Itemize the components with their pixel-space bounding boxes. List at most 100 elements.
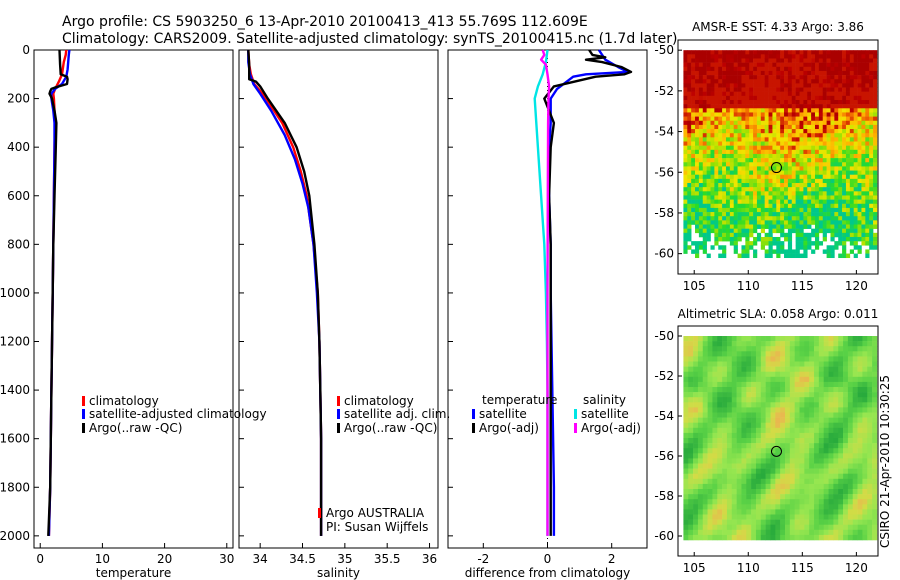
- sla-map-cell: [751, 458, 757, 464]
- sst-map-cell: [807, 112, 812, 117]
- sst-map-cell: [865, 212, 870, 217]
- sst-map-cell: [764, 104, 769, 109]
- sla-map-cell: [751, 366, 757, 372]
- sst-map-cell: [791, 133, 796, 138]
- sst-map-cell: [865, 203, 870, 209]
- sst-map-cell: [706, 124, 711, 130]
- sst-map-cell: [760, 133, 765, 138]
- sla-map-cell: [857, 524, 863, 531]
- sst-map-cell: [702, 166, 707, 171]
- sst-map-cell: [698, 99, 704, 105]
- sst-map-cell: [861, 116, 866, 122]
- sla-map-cell: [722, 351, 728, 357]
- sst-map-cell: [760, 62, 765, 68]
- sst-map-cell: [873, 141, 878, 146]
- sla-map-cell: [717, 336, 723, 342]
- sst-map-cell: [780, 99, 785, 105]
- sla-map-cell: [693, 438, 699, 444]
- sla-map-cell: [775, 438, 781, 444]
- sst-map-cell: [865, 232, 870, 238]
- sla-map-cell: [785, 392, 791, 398]
- sst-map-cell: [698, 133, 704, 138]
- sla-map-cell: [683, 341, 689, 347]
- sst-map-cell: [702, 216, 707, 221]
- sla-map-cell: [852, 534, 858, 541]
- sst-map-cell: [764, 236, 769, 242]
- salinity-legend-satellite-swatch: [337, 409, 340, 419]
- sst-map-cell: [861, 236, 866, 242]
- sst-map-cell: [776, 112, 781, 117]
- sst-map-cell: [729, 183, 735, 188]
- temperature-legend-argo-label: Argo(..raw -QC): [89, 421, 182, 435]
- sst-map-cell: [706, 162, 711, 167]
- sla-map-cell: [862, 463, 868, 469]
- sst-map-cell: [776, 195, 781, 200]
- sst-map-cell: [772, 236, 777, 242]
- sst-map-cell: [772, 54, 777, 59]
- sla-map-cell: [702, 448, 708, 454]
- sla-map-cell: [804, 438, 810, 444]
- sst-map-cell: [838, 220, 843, 225]
- sst-map-cell: [741, 120, 746, 126]
- sst-map-cell: [826, 191, 831, 196]
- sst-map-cell: [714, 158, 719, 163]
- sst-map-cell: [753, 75, 758, 80]
- sst-xtick-label: 120: [845, 279, 868, 293]
- sst-map-cell: [718, 120, 723, 126]
- sst-map-cell: [737, 224, 742, 229]
- sst-map-cell: [733, 166, 738, 171]
- sst-map-cell: [776, 166, 781, 171]
- sla-map-cell: [838, 473, 844, 480]
- sla-map-cell: [697, 473, 704, 480]
- sla-map-cell: [823, 351, 829, 357]
- sla-map-cell: [838, 356, 844, 362]
- sla-map-cell: [731, 483, 737, 490]
- sst-map-cell: [760, 166, 765, 171]
- sst-map-cell: [845, 116, 851, 122]
- sst-map-cell: [857, 58, 862, 63]
- sst-map-cell: [718, 108, 723, 113]
- sla-map-cell: [760, 376, 766, 383]
- sst-map-cell: [760, 54, 765, 59]
- sst-map-cell: [764, 145, 769, 151]
- sst-map-cell: [772, 70, 777, 76]
- sst-map-cell: [768, 50, 773, 55]
- sst-map-cell: [853, 104, 858, 109]
- sla-map-cell: [794, 407, 800, 413]
- sst-map-cell: [772, 124, 777, 130]
- sst-map-cell: [834, 70, 839, 76]
- sst-map-cell: [733, 183, 738, 188]
- sla-map-cell: [809, 529, 815, 536]
- sla-map-cell: [799, 453, 805, 459]
- sst-map-cell: [795, 170, 800, 175]
- sst-map-cell: [706, 120, 711, 126]
- sst-map-cell: [826, 212, 831, 217]
- sst-map-cell: [733, 83, 738, 88]
- sst-map-cell: [803, 99, 808, 105]
- sst-map-cell: [756, 83, 762, 88]
- sst-map-cell: [772, 166, 777, 171]
- sla-map-cell: [746, 534, 752, 541]
- sla-map-cell: [857, 381, 863, 388]
- sla-map-cell: [780, 529, 786, 536]
- sst-map-cell: [869, 166, 874, 171]
- sla-map-cell: [833, 346, 839, 352]
- sst-map-cell: [818, 149, 824, 155]
- sst-map-cell: [795, 191, 800, 196]
- sst-map-cell: [807, 99, 812, 105]
- sla-map-cell: [809, 494, 815, 500]
- sst-map-cell: [791, 178, 796, 184]
- sst-map-cell: [822, 145, 827, 151]
- sst-map-cell: [814, 158, 820, 163]
- sst-map-cell: [865, 183, 870, 188]
- sst-map-cell: [753, 112, 758, 117]
- sla-map-cell: [707, 443, 713, 449]
- sst-map-cell: [830, 91, 835, 97]
- sst-map-cell: [834, 75, 839, 80]
- sla-map-cell: [717, 381, 723, 388]
- sla-map-cell: [823, 366, 829, 372]
- sla-map-cell: [683, 336, 689, 342]
- sla-map-cell: [828, 494, 834, 500]
- sla-map-cell: [731, 524, 737, 531]
- sst-map-cell: [811, 183, 816, 188]
